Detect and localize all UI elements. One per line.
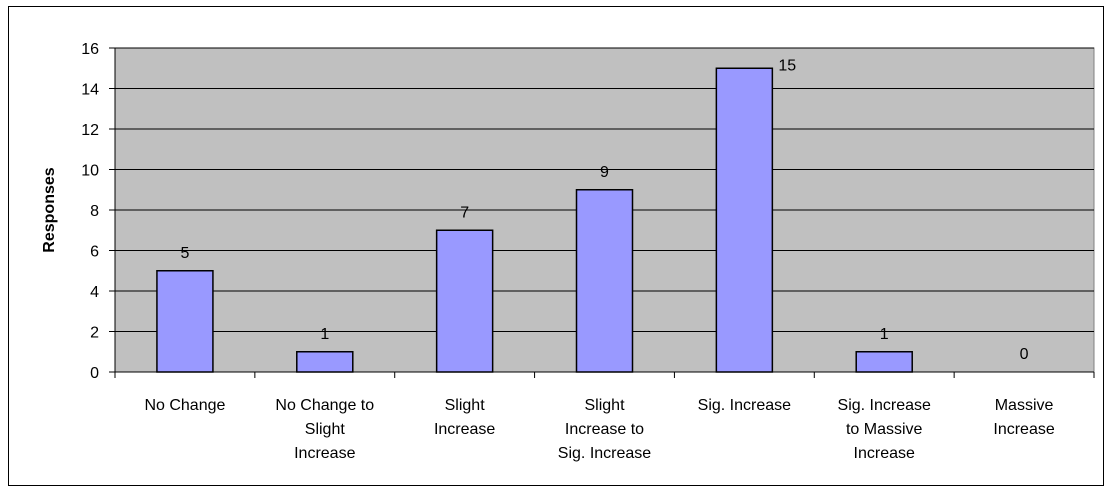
x-category-label-line: Increase	[993, 421, 1054, 438]
y-tick-label: 2	[90, 325, 99, 342]
data-labels: 5 1 7 9 15 1 0	[180, 57, 1028, 363]
bar	[715, 67, 774, 373]
x-category-label-line: Sig. Increase	[698, 397, 791, 414]
x-category-label: No Change	[144, 397, 225, 414]
data-label: 9	[600, 164, 609, 181]
bars	[156, 67, 913, 373]
x-category-label-line: Increase	[854, 445, 915, 462]
y-tick-label: 8	[90, 203, 99, 220]
x-category-label-line: Slight	[445, 397, 486, 414]
data-label: 5	[180, 245, 189, 262]
y-tick-label: 4	[90, 284, 99, 301]
bar	[575, 189, 634, 373]
y-tick-label: 0	[90, 365, 99, 382]
x-category-labels: No Change No Change to Slight IncreaseSligh…	[144, 397, 1054, 462]
x-category-label-line: Massive	[995, 397, 1054, 414]
data-label: 0	[1020, 346, 1029, 363]
x-category-label: Massive Increase	[993, 397, 1054, 438]
x-category-label-line: Increase to	[565, 421, 644, 438]
y-tick-labels: 0 2 4 6 8 10 12 14 16	[81, 41, 99, 382]
bar	[156, 270, 214, 373]
axes	[109, 47, 1095, 378]
x-category-label-line: No Change	[144, 397, 225, 414]
y-tick-label: 10	[81, 163, 99, 180]
x-category-label: Sig. Increase	[698, 397, 791, 414]
x-category-label-line: No Change to	[275, 397, 374, 414]
y-tick-label: 6	[90, 244, 99, 261]
data-label: 1	[320, 326, 329, 343]
y-tick-label: 12	[81, 122, 99, 139]
bar	[855, 351, 913, 373]
y-tick-label: 16	[81, 41, 99, 58]
x-category-label-line: Increase	[294, 445, 355, 462]
x-category-label-line: to Massive	[846, 421, 923, 438]
x-category-label: Sig. Increase to Massive Increase	[838, 397, 931, 462]
x-category-label-line: Slight	[584, 397, 625, 414]
x-category-label: No Change to Slight Increase	[275, 397, 374, 462]
y-tick-label: 14	[81, 82, 99, 99]
x-category-label-line: Increase	[434, 421, 495, 438]
y-axis-title: Responses	[41, 167, 58, 252]
bar	[435, 229, 494, 373]
x-category-label: Slight Increase to Sig. Increase	[558, 397, 651, 462]
data-label: 15	[778, 57, 796, 74]
data-label: 1	[880, 326, 889, 343]
x-category-label-line: Sig. Increase	[838, 397, 931, 414]
x-category-label: Slight Increase	[434, 397, 495, 438]
data-label: 7	[460, 204, 469, 221]
bar	[296, 351, 354, 373]
x-category-label-line: Sig. Increase	[558, 445, 651, 462]
x-category-label-line: Slight	[305, 421, 346, 438]
